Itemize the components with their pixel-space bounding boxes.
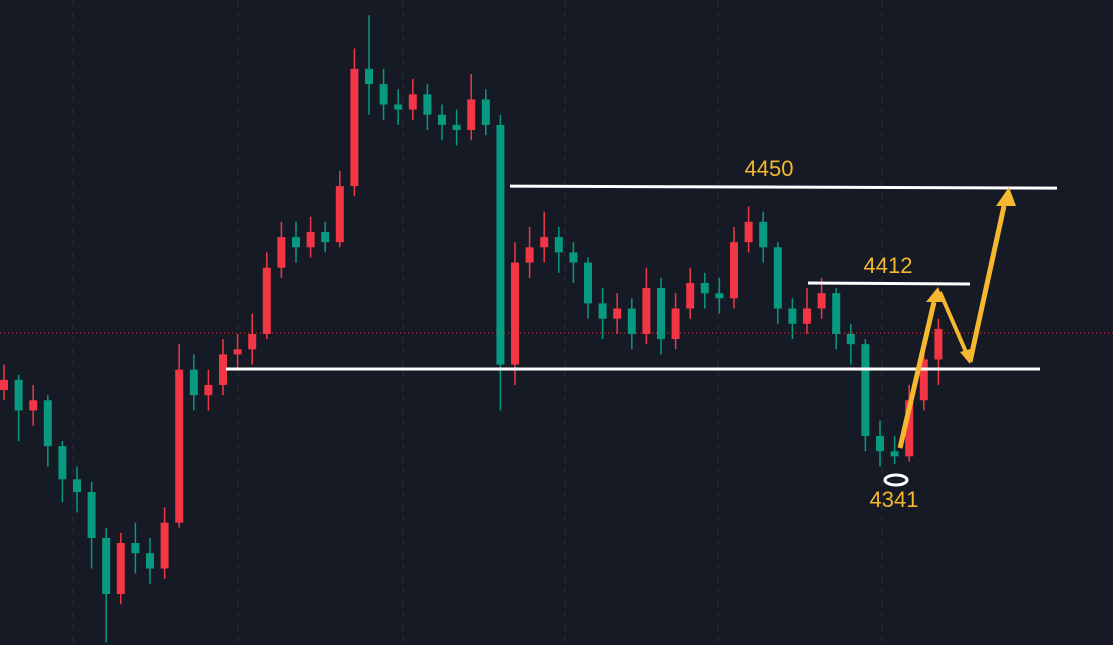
arrowhead (926, 287, 944, 302)
candle-body (438, 114, 446, 125)
arrow (897, 301, 937, 449)
candle-body (803, 308, 811, 324)
annotations: 4450 4412 4341 (509, 156, 1058, 512)
arrowhead (996, 187, 1016, 206)
candle-body (58, 446, 67, 480)
candle-body (233, 349, 242, 355)
candle-body (131, 543, 140, 554)
candle-body (350, 68, 359, 187)
candles (0, 15, 943, 643)
candle-body (846, 333, 855, 345)
level-line (509, 184, 1058, 190)
candle-body (890, 451, 899, 457)
level-line (807, 281, 971, 286)
candle-body (335, 186, 344, 243)
candle-body (598, 303, 607, 319)
candle-body (394, 104, 403, 110)
candle-body (116, 543, 125, 595)
level-label: 4450 (745, 156, 794, 181)
candle-body (584, 262, 592, 304)
candle-body (773, 247, 782, 309)
candle-body (481, 99, 490, 125)
candle-body (321, 231, 330, 243)
candle-body (759, 221, 768, 248)
candle-body (29, 400, 38, 411)
candle-body (204, 384, 213, 396)
arrow (967, 205, 1007, 363)
arrow (938, 291, 968, 353)
low-label: 4341 (870, 487, 919, 512)
candle-body (365, 68, 373, 85)
candle-body (569, 252, 578, 263)
candle-body (861, 344, 870, 436)
candle-body (379, 84, 388, 105)
candle-body (744, 221, 753, 243)
grid (72, 0, 883, 645)
candle-body (73, 479, 81, 493)
candle-body (613, 308, 622, 319)
candle-body (306, 231, 315, 248)
candle-body (452, 124, 461, 131)
candle-body (788, 308, 797, 324)
candle-body (0, 379, 8, 391)
candle-body (511, 262, 519, 365)
candle-body (277, 237, 286, 268)
candle-body (671, 308, 680, 340)
low-marker (883, 473, 909, 487)
candle-body (686, 282, 695, 309)
candle-body (408, 94, 417, 110)
candle-body (525, 247, 534, 263)
candle-body (219, 354, 227, 385)
candle-body (919, 359, 928, 401)
candle-body (43, 400, 52, 447)
candle-body (715, 293, 724, 299)
candle-body (262, 267, 271, 334)
candle-body (496, 124, 505, 365)
candle-body (657, 288, 665, 340)
candle-body (627, 308, 636, 334)
candle-body (160, 522, 169, 569)
candle-body (189, 369, 198, 396)
candle-body (934, 328, 943, 360)
candle-body (248, 333, 257, 350)
candle-body (905, 400, 914, 457)
candle-body (146, 553, 154, 569)
candle-body (102, 537, 111, 595)
candle-body (540, 237, 549, 248)
arrows (897, 187, 1016, 449)
candle-body (14, 379, 23, 411)
candle-body (423, 94, 432, 115)
candle-body (292, 237, 300, 248)
candle-body (876, 435, 884, 452)
candle-body (467, 99, 476, 131)
candle-body (87, 492, 96, 538)
candle-body (175, 369, 184, 523)
candle-body (554, 237, 563, 253)
candle-body (700, 282, 709, 294)
candle-body (817, 293, 826, 309)
candle-body (730, 242, 738, 299)
candle-body (832, 293, 841, 334)
level-label: 4412 (864, 253, 913, 278)
candle-body (642, 288, 651, 334)
